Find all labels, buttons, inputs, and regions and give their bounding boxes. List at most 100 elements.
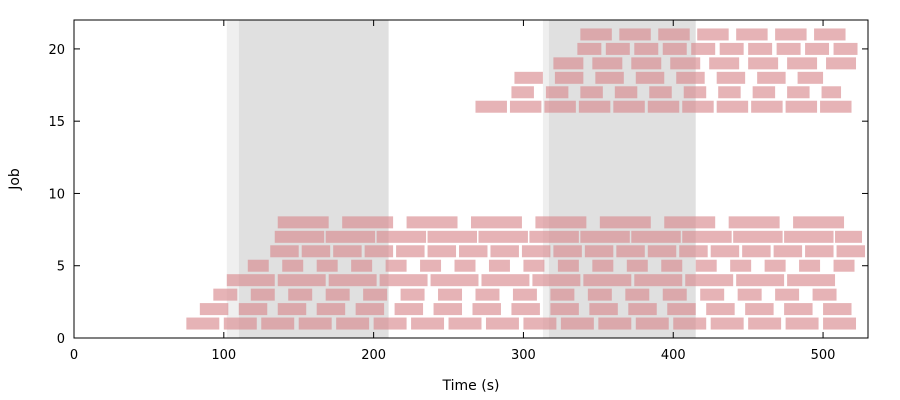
job-3-task-bar-10 — [550, 288, 575, 301]
job-16-task-bar-2 — [509, 100, 542, 113]
job-5-task-bar-15 — [730, 259, 752, 272]
job-19-task-bar-2 — [592, 57, 623, 70]
job-19-task-bar-6 — [748, 57, 779, 70]
job-18-task-bar-7 — [757, 71, 786, 84]
job-19-task-bar-8 — [826, 57, 857, 70]
job-17-task-bar-3 — [580, 86, 603, 99]
job-16-task-bar-5 — [613, 100, 645, 113]
job-21-task-bar-7 — [814, 28, 846, 41]
job-20-task-bar-3 — [634, 42, 659, 55]
job-8-task-bar-8 — [728, 216, 780, 229]
job-5-task-bar-6 — [420, 259, 442, 272]
job-7-task-bar-1 — [274, 230, 325, 243]
job-5-task-bar-9 — [523, 259, 545, 272]
plot-frame — [73, 19, 869, 339]
job-bars — [186, 28, 866, 330]
x-tick-label-300: 300 — [511, 348, 536, 363]
job-8-task-bar-3 — [406, 216, 458, 229]
job-18-task-bar-1 — [514, 71, 543, 84]
job-2-task-bar-2 — [238, 303, 268, 316]
job-3-task-bar-7 — [438, 288, 463, 301]
job-7-task-bar-11 — [784, 230, 834, 243]
job-5-task-bar-1 — [247, 259, 269, 272]
job-17-task-bar-7 — [718, 86, 741, 99]
job-16-task-bar-3 — [544, 100, 576, 113]
job-6-task-bar-7 — [459, 245, 488, 258]
job-3-task-bar-4 — [325, 288, 350, 301]
job-18-task-bar-6 — [716, 71, 746, 84]
job-4-task-bar-6 — [481, 274, 530, 287]
job-20-task-bar-7 — [748, 42, 773, 55]
job-17-task-bar-4 — [614, 86, 638, 99]
job-5-task-bar-8 — [488, 259, 510, 272]
job-19-task-bar-7 — [787, 57, 818, 70]
job-6-task-bar-12 — [616, 245, 645, 258]
x-axis-title: Time (s) — [442, 378, 500, 394]
job-4-task-bar-7 — [532, 274, 581, 287]
job-3-task-bar-12 — [625, 288, 650, 301]
job-16-task-bar-9 — [751, 100, 783, 113]
job-3-task-bar-11 — [587, 288, 612, 301]
job-18-task-bar-3 — [595, 71, 624, 84]
job-5-task-bar-12 — [626, 259, 648, 272]
job-21-task-bar-2 — [619, 28, 651, 41]
y-tick-label-0: 0 — [57, 332, 65, 347]
job-21-task-bar-4 — [697, 28, 729, 41]
job-5-task-bar-5 — [385, 259, 407, 272]
job-1-task-bar-14 — [673, 317, 707, 330]
job-1-task-bar-10 — [523, 317, 557, 330]
axis-ticks: 0 100 200 300 400 500 0 5 10 15 20 — [48, 20, 868, 363]
job-6-task-bar-2 — [301, 245, 331, 258]
y-tick-label-20: 20 — [48, 43, 65, 58]
job-6-task-bar-16 — [742, 245, 771, 258]
job-2-task-bar-15 — [745, 303, 774, 316]
job-3-task-bar-3 — [288, 288, 313, 301]
job-18-task-bar-5 — [676, 71, 705, 84]
x-tick-label-200: 200 — [361, 348, 386, 363]
job-16-task-bar-7 — [682, 100, 714, 113]
job-2-task-bar-3 — [277, 303, 307, 316]
job-17-task-bar-5 — [649, 86, 672, 99]
job-5-task-bar-11 — [592, 259, 614, 272]
y-axis-title: Job — [7, 168, 23, 191]
job-18-task-bar-4 — [635, 71, 665, 84]
job-19-task-bar-3 — [631, 57, 662, 70]
job-8-task-bar-5 — [535, 216, 587, 229]
job-20-task-bar-10 — [833, 42, 858, 55]
job-1-task-bar-5 — [336, 317, 370, 330]
y-tick-label-5: 5 — [57, 260, 65, 275]
job-7-task-bar-5 — [478, 230, 528, 243]
y-tick-label-15: 15 — [48, 115, 65, 130]
job-3-task-bar-15 — [737, 288, 762, 301]
job-2-task-bar-7 — [433, 303, 463, 316]
job-1-task-bar-4 — [298, 317, 332, 330]
job-6-task-bar-4 — [364, 245, 394, 258]
job-6-task-bar-17 — [773, 245, 803, 258]
job-2-task-bar-8 — [472, 303, 501, 316]
job-6-task-bar-1 — [270, 245, 299, 258]
job-5-task-bar-7 — [454, 259, 476, 272]
job-8-task-bar-2 — [342, 216, 394, 229]
job-16-task-bar-6 — [647, 100, 680, 113]
job-17-task-bar-1 — [511, 86, 534, 99]
job-2-task-bar-13 — [667, 303, 696, 316]
job-4-task-bar-5 — [430, 274, 479, 287]
job-2-task-bar-10 — [550, 303, 579, 316]
job-21-task-bar-6 — [775, 28, 807, 41]
job-2-task-bar-11 — [589, 303, 618, 316]
job-21-task-bar-5 — [736, 28, 768, 41]
y-tick-label-10: 10 — [48, 187, 65, 202]
job-2-task-bar-16 — [784, 303, 813, 316]
job-1-task-bar-2 — [223, 317, 257, 330]
job-2-task-bar-12 — [628, 303, 657, 316]
job-17-task-bar-2 — [545, 86, 569, 99]
job-1-task-bar-9 — [485, 317, 519, 330]
shaded-region-1 — [226, 20, 239, 338]
job-4-task-bar-4 — [379, 274, 428, 287]
job-6-task-bar-5 — [396, 245, 425, 258]
job-5-task-bar-2 — [282, 259, 304, 272]
job-7-task-bar-3 — [376, 230, 427, 243]
job-4-task-bar-8 — [583, 274, 632, 287]
job-3-task-bar-1 — [213, 288, 238, 301]
job-20-task-bar-6 — [719, 42, 744, 55]
